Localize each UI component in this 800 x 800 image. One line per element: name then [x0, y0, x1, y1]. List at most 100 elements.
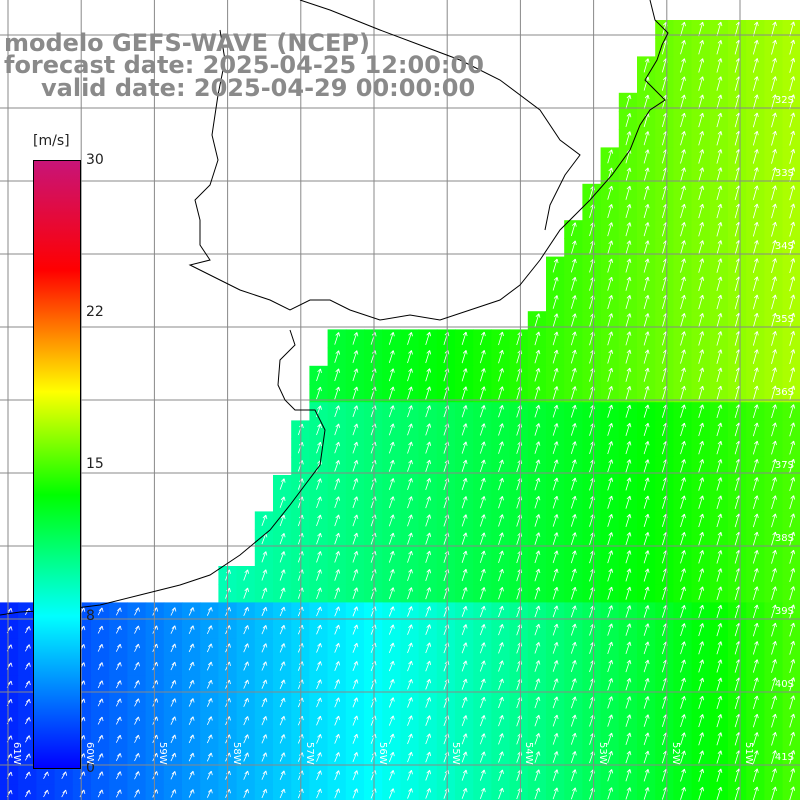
wind-arrow	[625, 167, 632, 182]
wind-arrow	[534, 586, 541, 600]
wind-arrow	[479, 368, 486, 382]
wind-arrow	[680, 568, 686, 582]
wind-arrow	[789, 258, 796, 274]
wind-arrow	[698, 604, 705, 618]
wind-arrow	[643, 131, 650, 146]
wind-arrow	[698, 404, 705, 418]
wind-arrow	[388, 405, 395, 418]
wind-arrow	[261, 679, 268, 689]
longitude-label: 57W	[303, 742, 315, 765]
wind-arrow	[789, 422, 796, 437]
wind-arrow	[570, 769, 577, 782]
wind-arrow	[625, 385, 632, 401]
wind-arrow	[752, 39, 759, 55]
wind-arrow	[698, 112, 705, 128]
wind-cell	[72, 766, 92, 785]
wind-arrow	[188, 734, 195, 744]
wind-arrow	[625, 787, 632, 800]
wind-arrow	[752, 76, 759, 91]
wind-arrow	[316, 441, 322, 454]
wind-arrow	[643, 167, 650, 182]
wind-arrow	[789, 458, 796, 473]
wind-cell	[109, 620, 128, 640]
wind-arrow	[752, 331, 759, 346]
wind-arrow	[643, 641, 650, 655]
wind-arrow	[771, 385, 777, 401]
wind-arrow	[625, 131, 632, 146]
wind-arrow	[716, 94, 723, 110]
wind-arrow	[680, 659, 686, 673]
wind-arrow	[570, 295, 577, 309]
wind-arrow	[716, 477, 723, 491]
wind-arrow	[97, 698, 104, 707]
colorbar-unit: [m/s]	[33, 133, 70, 149]
wind-arrow	[552, 641, 559, 654]
wind-arrow	[388, 624, 395, 635]
wind-arrow	[607, 204, 614, 218]
wind-arrow	[115, 789, 122, 798]
wind-arrow	[479, 514, 486, 527]
latitude-label: 32S	[774, 95, 794, 106]
wind-cell	[18, 711, 37, 731]
wind-arrow	[752, 495, 759, 510]
wind-cell	[200, 620, 219, 640]
wind-arrow	[625, 459, 632, 473]
wind-arrow	[425, 587, 432, 600]
wind-arrow	[115, 662, 122, 671]
wind-arrow	[552, 477, 559, 491]
wind-arrow	[188, 607, 195, 616]
wind-arrow	[188, 643, 195, 653]
wind-arrow	[316, 368, 322, 382]
wind-arrow	[680, 131, 686, 146]
wind-arrow	[206, 661, 213, 671]
wind-arrow	[625, 112, 632, 128]
latitude-label: 40S	[774, 679, 794, 690]
wind-arrow	[334, 460, 341, 472]
wind-arrow	[607, 714, 614, 727]
wind-arrow	[352, 386, 359, 400]
wind-arrow	[607, 422, 614, 436]
wind-cell	[109, 602, 128, 622]
wind-arrow	[680, 422, 686, 437]
wind-arrow	[461, 787, 468, 799]
wind-arrow	[425, 697, 432, 708]
wind-arrow	[243, 752, 250, 762]
wind-arrow	[334, 386, 341, 400]
wind-arrow	[479, 459, 486, 472]
wind-arrow	[789, 513, 796, 528]
wind-arrow	[24, 735, 31, 743]
wind-arrow	[643, 313, 650, 328]
wind-arrow	[407, 587, 413, 600]
wind-arrow	[752, 586, 759, 601]
wind-arrow	[698, 367, 705, 383]
wind-arrow	[479, 349, 486, 364]
wind-arrow	[570, 222, 577, 237]
wind-arrow	[552, 441, 559, 454]
wind-arrow	[752, 203, 759, 219]
wind-arrow	[607, 568, 614, 582]
wind-cell	[127, 602, 147, 622]
wind-arrow	[316, 423, 322, 436]
wind-arrow	[243, 679, 250, 689]
wind-speed-field	[0, 20, 800, 800]
wind-arrow	[170, 771, 177, 780]
longitude-label: 52W	[669, 742, 681, 765]
wind-arrow	[425, 532, 432, 545]
wind-arrow	[716, 130, 723, 146]
wind-arrow	[771, 586, 777, 601]
wind-arrow	[534, 495, 541, 509]
wind-arrow	[279, 643, 286, 653]
wind-arrow	[479, 678, 486, 690]
wind-arrow	[698, 477, 705, 491]
wind-arrow	[24, 626, 31, 634]
wind-arrow	[334, 715, 341, 726]
wind-arrow	[771, 276, 777, 292]
wind-arrow	[789, 94, 796, 110]
wind-arrow	[625, 222, 632, 237]
wind-arrow	[716, 39, 723, 55]
wind-arrow	[498, 477, 504, 491]
wind-arrow	[552, 404, 559, 418]
wind-arrow	[425, 751, 432, 763]
wind-arrow	[352, 587, 359, 600]
wind-arrow	[461, 568, 468, 582]
